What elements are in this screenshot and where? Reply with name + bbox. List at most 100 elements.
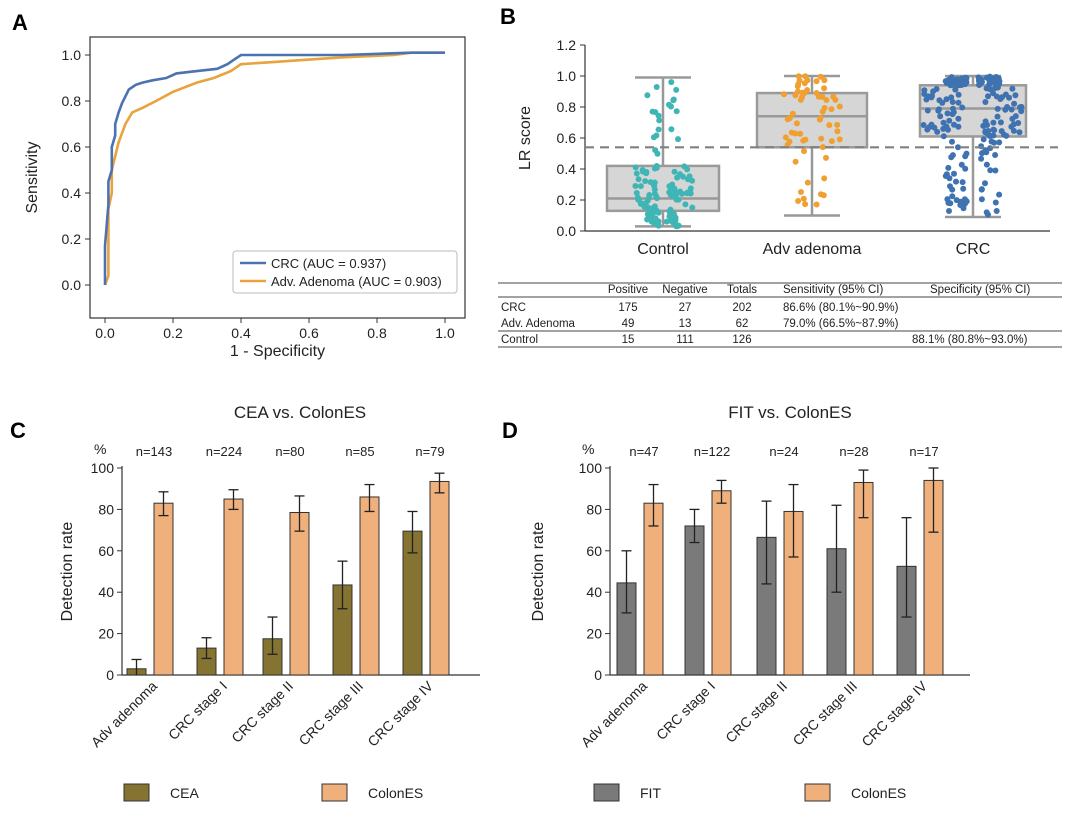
y-tick-label: 0.2 [62,231,82,247]
data-point [653,132,660,139]
data-point [784,116,791,123]
x-axis-label: 1 - Specificity [230,343,325,360]
data-point [946,208,952,214]
bar-colones [643,502,664,676]
data-point [673,108,680,115]
x-category-label: CRC stage I [653,678,718,743]
data-point [991,139,998,146]
y-unit-label: % [582,441,594,457]
n-label: n=79 [415,444,444,459]
data-point [962,79,969,86]
data-point [928,94,935,101]
legend-label: FIT [640,785,661,801]
data-point [836,103,843,110]
data-point [834,128,841,135]
data-point [955,144,961,151]
data-point [666,208,673,215]
data-point [834,121,841,128]
data-point [943,96,950,103]
data-point [944,110,951,117]
data-point [633,190,640,196]
x-category-label: Adv adenoma [578,678,651,751]
data-point [801,148,807,155]
data-point [963,75,970,82]
y-tick-label: 40 [98,584,114,600]
data-point [794,83,801,90]
data-point [795,198,802,204]
data-point [804,77,811,84]
data-point [653,84,660,90]
data-point [792,158,799,165]
table-cell: 86.6% (80.1%~90.9%) [783,302,899,314]
data-point [957,202,964,208]
bar-colones [289,512,310,676]
data-point [936,106,942,113]
data-point [648,214,655,221]
data-point [961,200,968,207]
data-point [836,136,843,143]
panel-label-c: C [10,418,26,443]
bar-colones [153,502,174,676]
data-point [673,86,680,93]
data-point [948,94,955,101]
data-point [799,89,806,96]
legend-swatch [804,783,831,802]
data-point [955,99,962,106]
data-point [680,173,686,180]
data-point [992,167,999,174]
data-point [798,189,804,195]
data-point [632,183,639,189]
data-point [993,208,1000,214]
data-point [980,122,987,129]
data-point [955,91,962,98]
roc-chart: 0.0 0.2 0.4 0.6 0.8 1.0 0.0 0.2 0.4 0.6 0.8 1.0 1 - … [24,36,466,360]
data-point [924,107,931,114]
data-point [828,106,835,113]
data-point [945,199,952,206]
y-unit-label: % [94,441,106,457]
n-label: n=224 [206,444,243,459]
x-tick-label: 0.0 [95,325,115,341]
panel-label-b: B [500,4,516,29]
data-point [992,76,999,83]
y-tick-label: 1.0 [62,47,82,63]
y-tick-label: 80 [586,501,602,517]
data-point [817,115,824,122]
data-point [983,209,990,216]
x-category-label: Control [637,241,689,258]
data-point [958,161,965,168]
data-point [675,136,681,143]
x-category-label: Adv adenoma [763,241,862,258]
data-point [802,136,809,143]
data-point [942,78,949,85]
roc-line-adenoma [103,51,445,286]
data-point [637,183,644,190]
data-point [646,192,653,198]
data-point [949,193,956,200]
data-point [980,136,987,143]
y-axis-label: Sensitivity [24,141,41,213]
data-point [668,79,675,86]
data-point [994,113,1001,120]
data-point [782,134,789,141]
data-point [670,96,677,103]
data-point [793,120,800,127]
data-point [682,201,689,208]
y-tick-label: 100 [579,460,603,476]
data-point [994,105,1001,112]
data-point [955,123,962,130]
table-header-cell: Negative [662,284,707,296]
y-axis-label: Detection rate [59,522,76,622]
data-point [982,118,989,125]
data-point [666,213,673,220]
n-label: n=80 [275,444,304,459]
panel-label-d: D [502,418,518,443]
data-point [797,130,804,137]
data-point [982,99,989,105]
data-point [666,183,673,190]
y-tick-label: 60 [98,543,114,559]
data-point [951,170,957,177]
bar-colones [429,480,450,676]
data-point [655,126,662,133]
y-tick-label: 0.0 [557,223,577,239]
